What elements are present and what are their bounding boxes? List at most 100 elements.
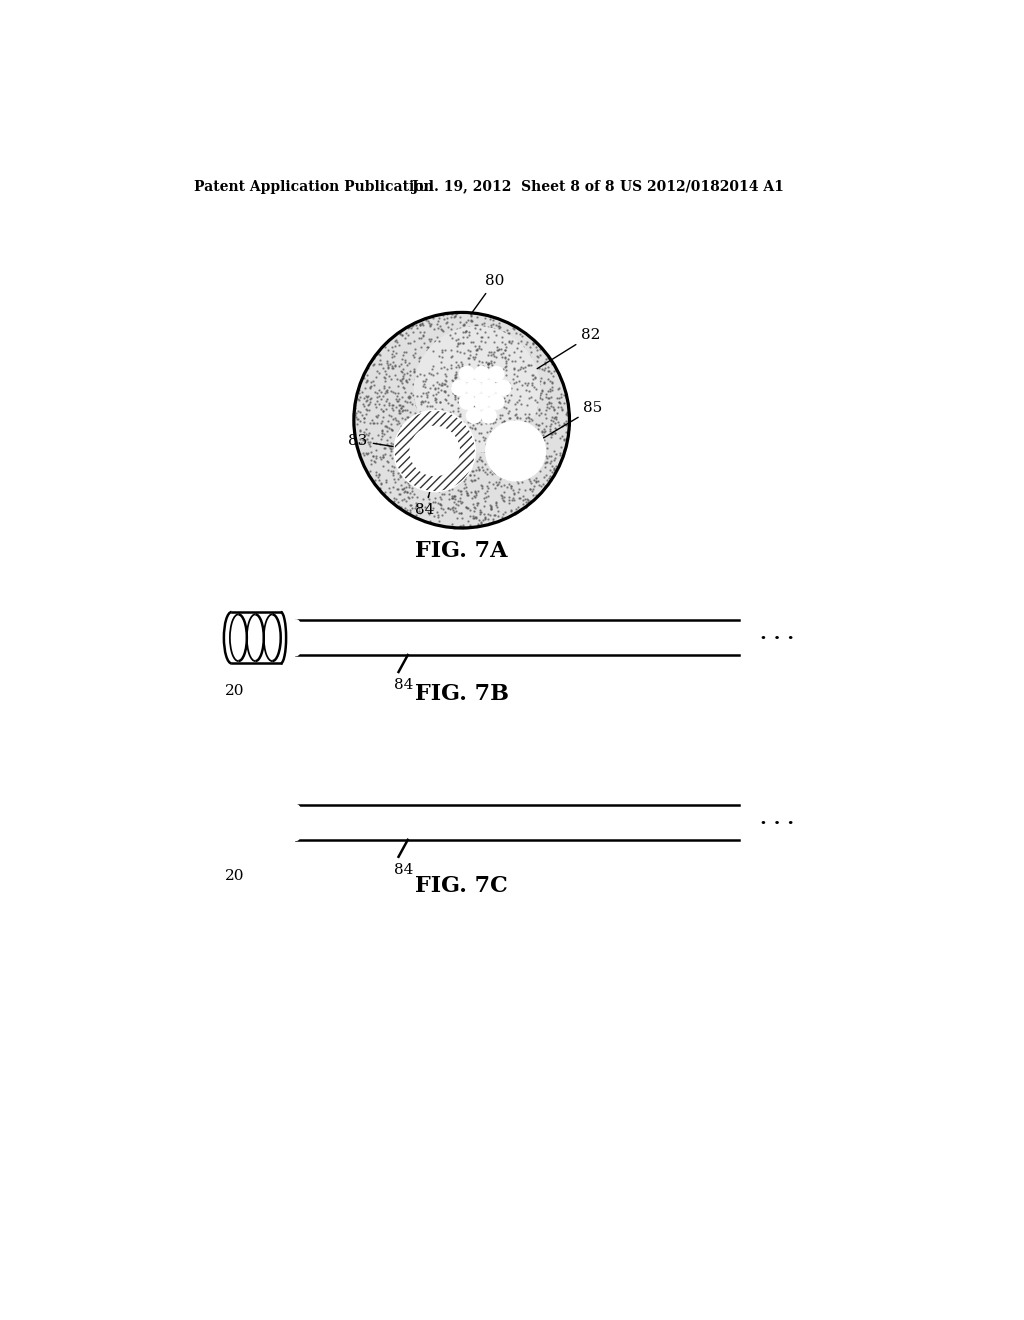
Point bbox=[381, 393, 397, 414]
Point bbox=[480, 392, 497, 413]
Point bbox=[455, 417, 471, 438]
Point bbox=[416, 453, 432, 474]
Point bbox=[452, 342, 468, 363]
Point bbox=[411, 327, 427, 348]
Point bbox=[468, 314, 484, 335]
Point bbox=[502, 387, 518, 408]
Point bbox=[458, 458, 474, 479]
Circle shape bbox=[467, 381, 481, 395]
Point bbox=[541, 360, 557, 381]
Point bbox=[420, 459, 436, 480]
Point bbox=[502, 506, 518, 527]
Point bbox=[516, 345, 532, 366]
Point bbox=[465, 330, 481, 351]
Point bbox=[390, 491, 407, 512]
Point bbox=[359, 429, 376, 450]
Point bbox=[503, 425, 519, 446]
Point bbox=[451, 412, 467, 433]
Point bbox=[394, 465, 411, 486]
Point bbox=[556, 428, 572, 449]
Point bbox=[494, 343, 510, 364]
Point bbox=[489, 506, 506, 527]
Point bbox=[435, 335, 452, 356]
Point bbox=[485, 378, 502, 399]
Point bbox=[399, 482, 416, 503]
Point bbox=[520, 355, 537, 376]
Point bbox=[471, 433, 487, 454]
Point bbox=[479, 409, 496, 430]
Point bbox=[498, 428, 514, 449]
Point bbox=[489, 438, 506, 459]
Point bbox=[470, 403, 486, 424]
Point bbox=[402, 469, 419, 490]
Point bbox=[441, 479, 458, 500]
Point bbox=[551, 387, 567, 408]
Point bbox=[506, 436, 522, 457]
Point bbox=[477, 405, 494, 426]
Point bbox=[500, 383, 516, 404]
Point bbox=[452, 312, 468, 333]
Point bbox=[459, 461, 475, 482]
Point bbox=[402, 454, 419, 475]
Point bbox=[486, 433, 503, 454]
Point bbox=[468, 507, 484, 528]
Point bbox=[407, 403, 423, 424]
Point bbox=[434, 409, 451, 430]
Point bbox=[494, 329, 510, 350]
Point bbox=[494, 486, 510, 507]
Point bbox=[519, 407, 536, 428]
Point bbox=[503, 477, 519, 498]
Point bbox=[365, 428, 381, 449]
Point bbox=[393, 475, 410, 496]
Point bbox=[396, 480, 413, 502]
Point bbox=[419, 339, 435, 360]
Point bbox=[459, 347, 475, 368]
Point bbox=[528, 392, 545, 413]
Point bbox=[450, 383, 466, 404]
Point bbox=[397, 429, 414, 450]
Point bbox=[510, 409, 526, 430]
Point bbox=[483, 378, 500, 399]
Point bbox=[500, 422, 516, 444]
Point bbox=[522, 409, 539, 430]
Point bbox=[443, 418, 460, 440]
Point bbox=[496, 322, 512, 343]
Point bbox=[357, 378, 374, 399]
Point bbox=[466, 496, 482, 517]
Point bbox=[376, 366, 392, 387]
Point bbox=[459, 417, 475, 438]
Point bbox=[379, 429, 395, 450]
Point bbox=[440, 399, 457, 420]
Point bbox=[548, 444, 564, 465]
Point bbox=[458, 329, 474, 350]
Point bbox=[423, 405, 439, 426]
Point bbox=[488, 337, 505, 358]
Point bbox=[362, 392, 379, 413]
Point bbox=[388, 385, 404, 407]
Point bbox=[483, 364, 500, 385]
Point bbox=[436, 449, 453, 470]
Point bbox=[358, 424, 375, 445]
Point bbox=[449, 304, 465, 325]
Point bbox=[410, 362, 426, 383]
Point bbox=[518, 371, 535, 392]
Point bbox=[418, 411, 434, 432]
Point bbox=[486, 368, 503, 389]
Point bbox=[517, 356, 534, 378]
Point bbox=[456, 343, 472, 364]
Point bbox=[413, 385, 429, 407]
Point bbox=[485, 397, 502, 418]
Point bbox=[493, 416, 509, 437]
Point bbox=[434, 375, 451, 396]
Point bbox=[397, 416, 414, 437]
Point bbox=[473, 326, 489, 347]
Point bbox=[409, 366, 425, 387]
Point bbox=[496, 474, 512, 495]
Point bbox=[525, 478, 542, 499]
Point bbox=[352, 429, 369, 450]
Point bbox=[416, 354, 432, 375]
Point bbox=[401, 364, 418, 385]
Point bbox=[481, 428, 498, 449]
Point bbox=[474, 322, 490, 343]
Circle shape bbox=[475, 395, 488, 409]
